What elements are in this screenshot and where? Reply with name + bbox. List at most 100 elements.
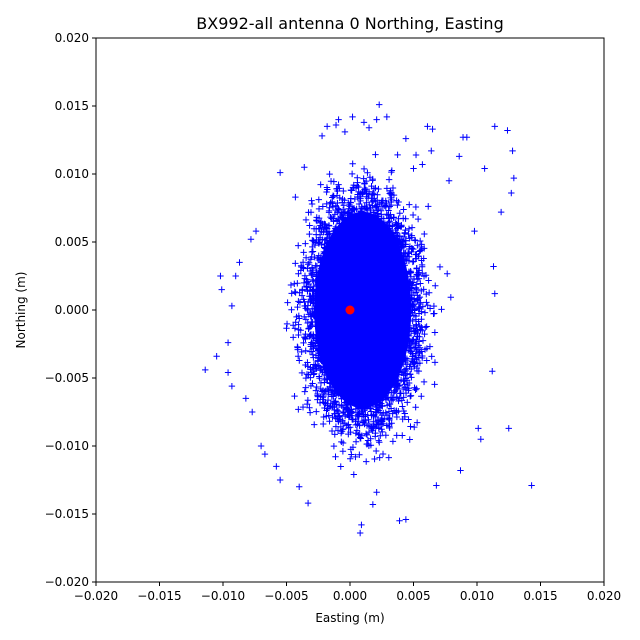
data-point bbox=[309, 340, 317, 347]
data-point bbox=[406, 371, 414, 378]
data-point bbox=[376, 101, 383, 108]
data-point bbox=[330, 376, 337, 383]
data-point bbox=[290, 322, 297, 329]
data-point bbox=[339, 448, 347, 455]
data-point bbox=[307, 331, 315, 338]
data-point bbox=[436, 263, 444, 271]
data-point bbox=[312, 225, 320, 232]
data-point bbox=[345, 430, 352, 438]
data-point bbox=[393, 407, 400, 414]
data-point bbox=[213, 353, 220, 360]
data-point bbox=[307, 366, 314, 373]
data-point bbox=[403, 342, 410, 350]
data-point bbox=[401, 381, 409, 388]
data-point bbox=[352, 438, 360, 445]
data-point bbox=[323, 224, 330, 232]
data-point bbox=[326, 204, 333, 211]
y-tick-label: 0.005 bbox=[55, 235, 89, 249]
data-point bbox=[343, 394, 351, 401]
data-point bbox=[310, 238, 317, 245]
data-point bbox=[329, 192, 337, 199]
data-point bbox=[402, 135, 410, 142]
data-point bbox=[402, 354, 409, 362]
data-point bbox=[397, 223, 405, 230]
data-point bbox=[296, 483, 303, 490]
data-point bbox=[399, 432, 406, 439]
data-point bbox=[381, 393, 389, 401]
data-point bbox=[347, 410, 355, 417]
data-point bbox=[418, 393, 425, 400]
data-point bbox=[394, 201, 401, 209]
data-point bbox=[419, 161, 426, 168]
data-point bbox=[387, 190, 394, 198]
data-point bbox=[414, 215, 422, 223]
data-point bbox=[305, 325, 312, 332]
data-point bbox=[294, 344, 301, 351]
data-point bbox=[416, 359, 424, 367]
data-point bbox=[378, 222, 385, 229]
data-point bbox=[385, 207, 392, 214]
data-point bbox=[302, 216, 310, 224]
data-point bbox=[297, 327, 304, 334]
data-point bbox=[373, 207, 381, 214]
data-point bbox=[349, 399, 356, 406]
data-point bbox=[397, 259, 404, 266]
data-point bbox=[294, 353, 302, 360]
data-point bbox=[418, 287, 425, 295]
data-point bbox=[385, 176, 393, 183]
data-point bbox=[363, 422, 371, 429]
data-point bbox=[321, 220, 328, 228]
data-point bbox=[302, 330, 309, 338]
data-point bbox=[363, 458, 370, 465]
data-point bbox=[412, 343, 419, 351]
data-point bbox=[329, 235, 336, 242]
x-tick-label: −0.015 bbox=[137, 589, 181, 603]
data-point bbox=[400, 260, 407, 267]
data-point bbox=[305, 280, 313, 288]
data-point bbox=[410, 336, 417, 343]
data-point bbox=[413, 419, 421, 426]
data-point bbox=[345, 209, 352, 216]
data-point bbox=[349, 213, 357, 220]
data-point bbox=[303, 276, 310, 283]
data-point bbox=[323, 364, 330, 372]
data-point bbox=[326, 418, 333, 425]
data-point bbox=[388, 420, 395, 427]
data-point bbox=[430, 302, 438, 310]
data-point bbox=[421, 330, 428, 338]
data-point bbox=[301, 388, 308, 395]
data-point bbox=[431, 381, 438, 388]
data-point bbox=[508, 189, 515, 197]
data-point bbox=[330, 178, 338, 185]
data-point bbox=[309, 380, 316, 387]
data-point bbox=[385, 454, 392, 461]
data-point bbox=[457, 467, 464, 474]
data-point bbox=[202, 366, 209, 374]
data-point bbox=[316, 342, 324, 349]
data-point bbox=[471, 227, 478, 235]
data-point bbox=[330, 442, 338, 450]
data-point bbox=[356, 410, 363, 417]
data-point bbox=[373, 116, 380, 123]
data-point bbox=[405, 316, 412, 323]
data-point bbox=[309, 286, 317, 293]
data-point bbox=[334, 427, 342, 434]
data-point bbox=[326, 170, 333, 178]
data-point bbox=[392, 229, 400, 236]
data-point bbox=[352, 430, 360, 437]
data-point bbox=[329, 402, 336, 410]
data-point bbox=[410, 165, 417, 172]
data-point bbox=[376, 454, 383, 461]
data-point bbox=[308, 253, 315, 261]
data-point bbox=[294, 303, 301, 311]
data-point bbox=[341, 128, 349, 136]
data-point bbox=[352, 421, 360, 429]
data-point bbox=[413, 281, 420, 288]
data-point bbox=[298, 369, 306, 377]
data-point bbox=[413, 338, 420, 346]
data-point bbox=[376, 402, 384, 409]
data-point bbox=[405, 307, 413, 314]
data-point bbox=[351, 395, 358, 403]
data-point bbox=[360, 165, 368, 173]
